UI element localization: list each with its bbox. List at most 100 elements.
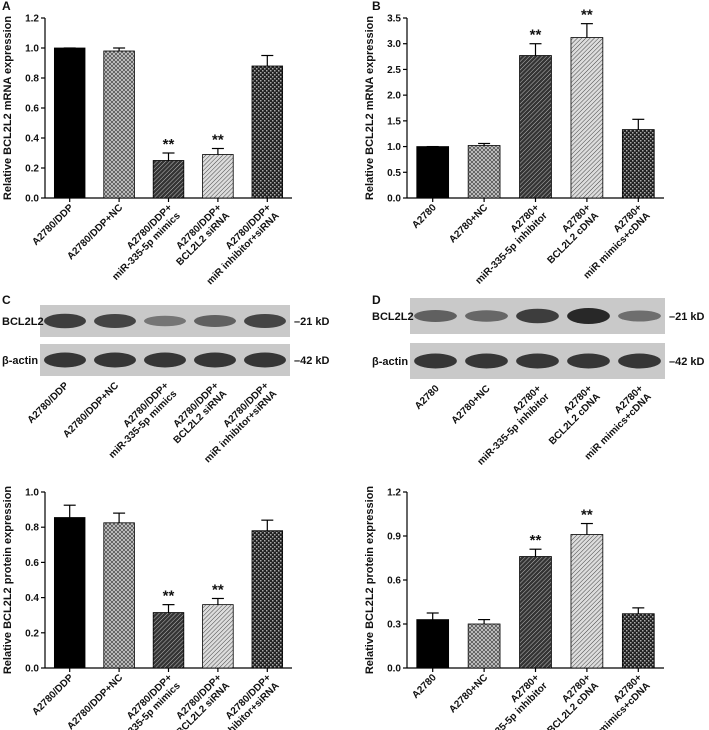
y-tick-label: 0.8 (25, 523, 39, 534)
bar (53, 517, 86, 669)
x-tick-label-group: A2780+BCL2L2 cDNA (537, 202, 601, 266)
y-tick-label: 0.2 (25, 164, 39, 175)
blot-size-label: –42 kD (294, 355, 330, 367)
y-tick-label: 2.0 (387, 91, 401, 102)
y-tick-label: 1.0 (25, 44, 39, 55)
blot-lane-label-group: A2780/DDP (26, 380, 72, 426)
bar (103, 50, 135, 199)
bar (103, 522, 135, 669)
blot-size-label: –21 kD (669, 311, 705, 323)
blot-lane-label-group: A2780+NC (450, 383, 493, 426)
blot-lane-label: A2780 (413, 383, 442, 412)
blot-band (144, 315, 186, 327)
y-tick-label: 0.0 (25, 194, 39, 205)
x-tick-label-group: A2780+BCL2L2 cDNA (537, 672, 601, 730)
x-tick-label: A2780 (410, 202, 439, 231)
x-tick-label: A2780+BCL2L2 cDNA (537, 202, 601, 266)
blot-band (618, 310, 661, 322)
y-tick-label: 0.5 (387, 168, 401, 179)
y-tick-label: 0.8 (25, 74, 39, 85)
x-tick-label-group: A2780/DDP+BCL2L2 siRNA (166, 672, 232, 730)
x-tick-label-group: A2780/DDP (30, 672, 76, 718)
significance-label: ** (163, 136, 175, 153)
blot-band (414, 310, 457, 322)
significance-label: ** (530, 27, 542, 44)
blot-band (94, 314, 136, 328)
panel-label: C (2, 293, 11, 307)
significance-label: ** (163, 588, 175, 605)
blot-band (516, 353, 559, 369)
y-tick-label: 0.3 (387, 620, 401, 631)
x-tick-label: A2780+NC (447, 672, 490, 715)
bar (202, 604, 234, 669)
blot-size-label: –21 kD (294, 316, 330, 328)
y-tick-label: 0.2 (25, 628, 39, 639)
bar (519, 55, 552, 199)
blot-row-label: BCL2L2 (2, 316, 44, 328)
blot-band (44, 352, 86, 368)
bar (416, 619, 450, 669)
bar (621, 129, 655, 199)
bar (467, 623, 501, 669)
blot-band (244, 352, 286, 368)
blot-band (516, 308, 559, 324)
y-tick-label: 3.0 (387, 39, 401, 50)
bar (570, 37, 604, 199)
significance-label: ** (581, 507, 593, 524)
blot-band (414, 353, 457, 369)
x-tick-label-group: A2780 (410, 672, 439, 701)
blot-row-label: β-actin (372, 356, 408, 368)
blot-band (567, 308, 610, 324)
x-tick-label: A2780 (410, 672, 439, 701)
blot-band (194, 352, 236, 368)
bar (152, 612, 185, 669)
bar (570, 534, 604, 669)
blot-lane-label-group: A2780/DDP+NC (61, 380, 121, 440)
bar (519, 556, 552, 669)
y-tick-label: 0.4 (25, 593, 39, 604)
blot-lane-label: A2780/DDP+BCL2L2 siRNA (163, 380, 229, 446)
y-axis-label: Relative BCL2L2 mRNA expression (364, 16, 376, 200)
significance-label: ** (530, 532, 542, 549)
y-tick-label: 1.2 (387, 488, 401, 499)
bar (621, 613, 655, 669)
bar (467, 145, 501, 199)
y-tick-label: 0.6 (387, 576, 401, 587)
y-tick-label: 0.6 (25, 558, 39, 569)
bar (251, 530, 284, 669)
blot-lane-label: A2780+BCL2L2 cDNA (539, 383, 603, 447)
x-tick-label-group: A2780/DDP (30, 202, 76, 248)
blot-band (244, 314, 286, 328)
bar (202, 154, 234, 199)
bar (152, 160, 185, 199)
x-tick-label-group: A2780+NC (447, 672, 490, 715)
y-tick-label: 0.0 (25, 664, 39, 675)
x-tick-label-group: A2780+NC (447, 202, 490, 245)
blot-band (465, 353, 508, 369)
y-tick-label: 0.9 (387, 532, 401, 543)
bar (416, 146, 450, 199)
x-tick-label: A2780/DDP (30, 672, 76, 718)
blot-band (44, 313, 86, 329)
y-tick-label: 0.0 (387, 664, 401, 675)
panel-label: D (372, 293, 381, 307)
blot-lane-label: A2780/DDP (26, 380, 72, 426)
blot-row-label: β-actin (2, 355, 38, 367)
blot-lane-label: A2780/DDP+NC (61, 380, 121, 440)
bar (53, 47, 86, 199)
blot-band (194, 315, 236, 327)
panel-label: B (372, 0, 381, 13)
y-tick-label: 2.5 (387, 65, 401, 76)
x-tick-label: A2780/DDP+BCL2L2 siRNA (166, 672, 232, 730)
blot-size-label: –42 kD (669, 356, 705, 368)
y-tick-label: 0.6 (25, 104, 39, 115)
blot-band (618, 353, 661, 369)
panel-label: A (2, 0, 11, 13)
blot-lane-label: A2780+NC (450, 383, 493, 426)
x-tick-label: A2780+BCL2L2 cDNA (537, 672, 601, 730)
blot-row-label: BCL2L2 (372, 311, 414, 323)
blot-band (144, 352, 186, 368)
significance-label: ** (581, 7, 593, 24)
blot-lane-label-group: A2780+BCL2L2 cDNA (539, 383, 603, 447)
x-tick-label: A2780+NC (447, 202, 490, 245)
